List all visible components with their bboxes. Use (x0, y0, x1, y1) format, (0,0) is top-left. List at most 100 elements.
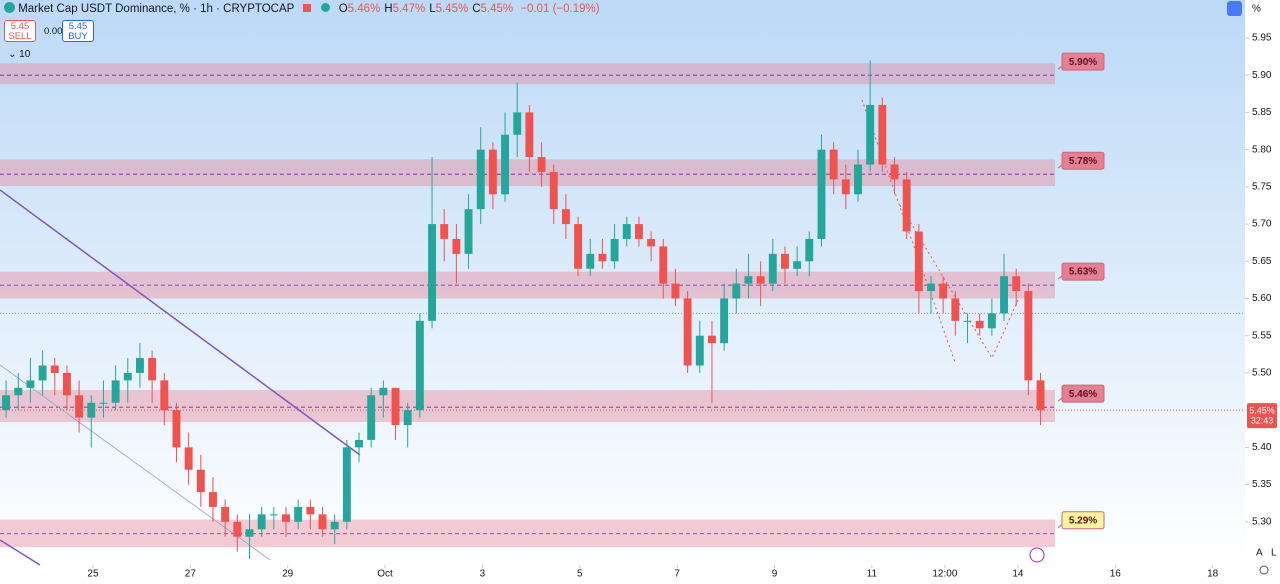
x-tick-label: 18 (1207, 569, 1219, 580)
candle-body (233, 521, 242, 537)
candle-body (26, 380, 35, 388)
candle-body (513, 112, 522, 135)
candle-body (221, 506, 230, 522)
settings-icon[interactable] (1259, 565, 1269, 575)
candle-body (927, 283, 935, 292)
x-tick-label: 9 (772, 569, 778, 580)
zone-label: 5.78% (1069, 156, 1097, 167)
candle-body (939, 283, 948, 299)
axis-unit: % (1252, 4, 1261, 15)
change: −0.01 (−0.19%) (520, 3, 600, 15)
candle-body (2, 395, 11, 411)
sell-price: 5.45 (10, 21, 30, 32)
zone (0, 63, 1055, 85)
flag-icon[interactable] (303, 4, 312, 12)
candle-body (355, 439, 363, 448)
candle-body (841, 179, 850, 195)
candle-body (342, 447, 351, 522)
candle-body (294, 506, 303, 522)
ohlc-key: H (384, 3, 393, 15)
candle-body (598, 253, 607, 262)
candle-body (902, 179, 911, 232)
log-scale[interactable]: L (1271, 548, 1277, 559)
zone-label: 5.90% (1069, 57, 1097, 68)
candle-body (14, 387, 23, 396)
y-tick-label: 5.30 (1252, 516, 1272, 527)
y-tick-label: 5.85 (1252, 107, 1272, 118)
countdown: 32:43 (1251, 416, 1274, 426)
candle-body (160, 380, 169, 411)
candle-body (525, 112, 534, 158)
candle-body (975, 320, 984, 329)
candle-body (683, 298, 692, 366)
symbol-title: Market Cap USDT Dominance, % · 1h · CRYP… (18, 3, 295, 15)
candle-body (488, 149, 497, 195)
header: Market Cap USDT Dominance, % · 1h · CRYP… (4, 2, 600, 15)
candle-body (781, 253, 789, 269)
candle-body (123, 372, 132, 381)
x-tick-label: 7 (674, 569, 680, 580)
candle-body (257, 514, 266, 530)
indicators-count: 10 (19, 49, 31, 60)
indicators-toggle[interactable]: ⌄ 10 (8, 49, 31, 60)
ohlc-value: 5.45% (435, 3, 469, 15)
buy-price: 5.45 (68, 21, 88, 32)
buy-label: BUY (68, 31, 88, 42)
x-tick-label: Oct (377, 569, 393, 580)
y-tick-label: 5.70 (1252, 219, 1272, 230)
status-icon (320, 3, 330, 12)
candle-body (1036, 380, 1045, 411)
alert-icon[interactable] (1029, 547, 1045, 563)
projection-line (861, 99, 956, 363)
trend-line (0, 539, 41, 566)
candle-body (330, 521, 339, 530)
candle-body (1000, 276, 1008, 314)
plot-background (0, 0, 1245, 565)
candle-body (269, 514, 278, 516)
candle-body (306, 506, 315, 515)
zone-label: 5.29% (1069, 515, 1097, 526)
candle-body (464, 209, 473, 254)
spread: 0.00 (44, 26, 63, 37)
candle-body (720, 298, 729, 344)
candle-body (647, 238, 656, 247)
auto-scale[interactable]: A (1256, 548, 1263, 559)
zone-label-box (1061, 151, 1105, 170)
candle-body (537, 157, 546, 172)
candle-body (50, 365, 59, 373)
ohlc-value: 5.46% (347, 3, 381, 15)
candle-body (732, 283, 741, 299)
candle-body (75, 395, 84, 418)
sell-button[interactable]: 5.45 SELL (4, 20, 36, 42)
zone-label-box (1061, 384, 1105, 403)
candle-body (184, 447, 193, 470)
buy-button[interactable]: 5.45 BUY (62, 20, 94, 42)
candle-body (659, 246, 668, 284)
candle-body (318, 514, 327, 530)
x-tick-label: 12:00 (932, 569, 957, 580)
candle-body (1012, 276, 1021, 292)
candle-body (87, 402, 96, 418)
candle-body (914, 231, 923, 292)
candle-body (634, 224, 643, 239)
candle-body (38, 365, 47, 381)
candle-body (1024, 291, 1033, 381)
zone-label: 5.46% (1069, 389, 1097, 400)
candle-body (245, 529, 254, 537)
candle-body (707, 335, 716, 344)
ohlc-value: 5.45% (480, 3, 514, 15)
x-tick-label: 3 (480, 569, 486, 580)
candle-body (793, 261, 802, 269)
x-tick-label: 11 (867, 569, 878, 580)
candle-body (282, 514, 290, 522)
candle-body (99, 402, 108, 404)
candle-body (415, 320, 424, 411)
y-tick-label: 5.90 (1252, 70, 1272, 81)
x-tick-label: 29 (282, 569, 294, 580)
ohlc-value: 5.47% (392, 3, 426, 15)
y-tick-label: 5.60 (1252, 293, 1272, 304)
refresh-icon[interactable] (1227, 1, 1242, 16)
candle-body (148, 358, 157, 381)
y-tick-label: 5.55 (1252, 330, 1272, 341)
